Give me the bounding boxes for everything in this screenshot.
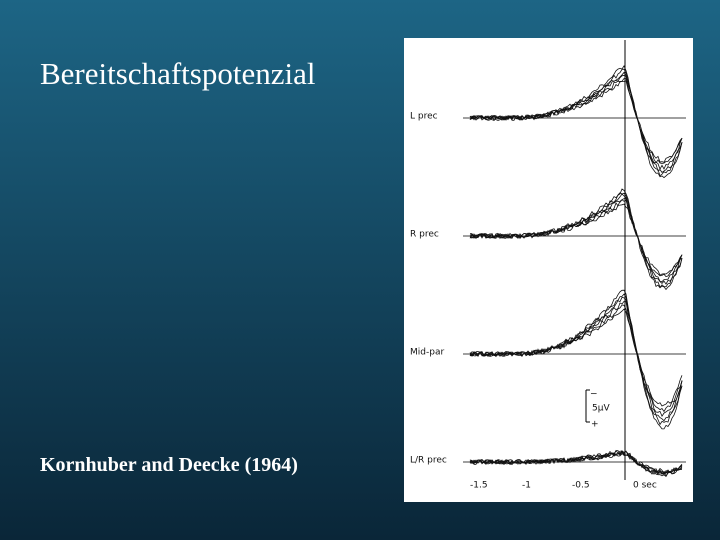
eeg-trace [469, 293, 683, 426]
trace-label: Mid-par [410, 348, 444, 358]
trace-label: L/R prec [410, 456, 447, 466]
scale-bar [585, 389, 590, 423]
trace-label: L prec [410, 112, 438, 122]
time-label: -0.5 [572, 481, 590, 491]
citation: Kornhuber and Deecke (1964) [40, 454, 298, 476]
time-label: -1 [522, 481, 531, 491]
figure: L prec R prec Mid-par L/R prec − 5μV + -1.5… [404, 38, 693, 502]
trace-panels: L prec R prec Mid-par L/R prec [410, 65, 686, 477]
eeg-trace [469, 74, 683, 171]
trace-label: R prec [410, 230, 439, 240]
eeg-trace [469, 450, 683, 475]
eeg-trace [469, 197, 683, 283]
eeg-trace [469, 289, 683, 430]
time-axis: -1.5 -1 -0.5 0 sec [470, 481, 657, 491]
scale-plus: + [591, 420, 599, 430]
eeg-trace [469, 449, 683, 477]
eeg-trace [469, 192, 683, 288]
scale-label: 5μV [592, 404, 610, 414]
time-label: 0 sec [633, 481, 657, 491]
eeg-trace [469, 301, 683, 417]
time-label: -1.5 [470, 481, 488, 491]
slide-title: Bereitschaftspotenzial [40, 56, 316, 91]
scale-minus: − [590, 390, 598, 400]
